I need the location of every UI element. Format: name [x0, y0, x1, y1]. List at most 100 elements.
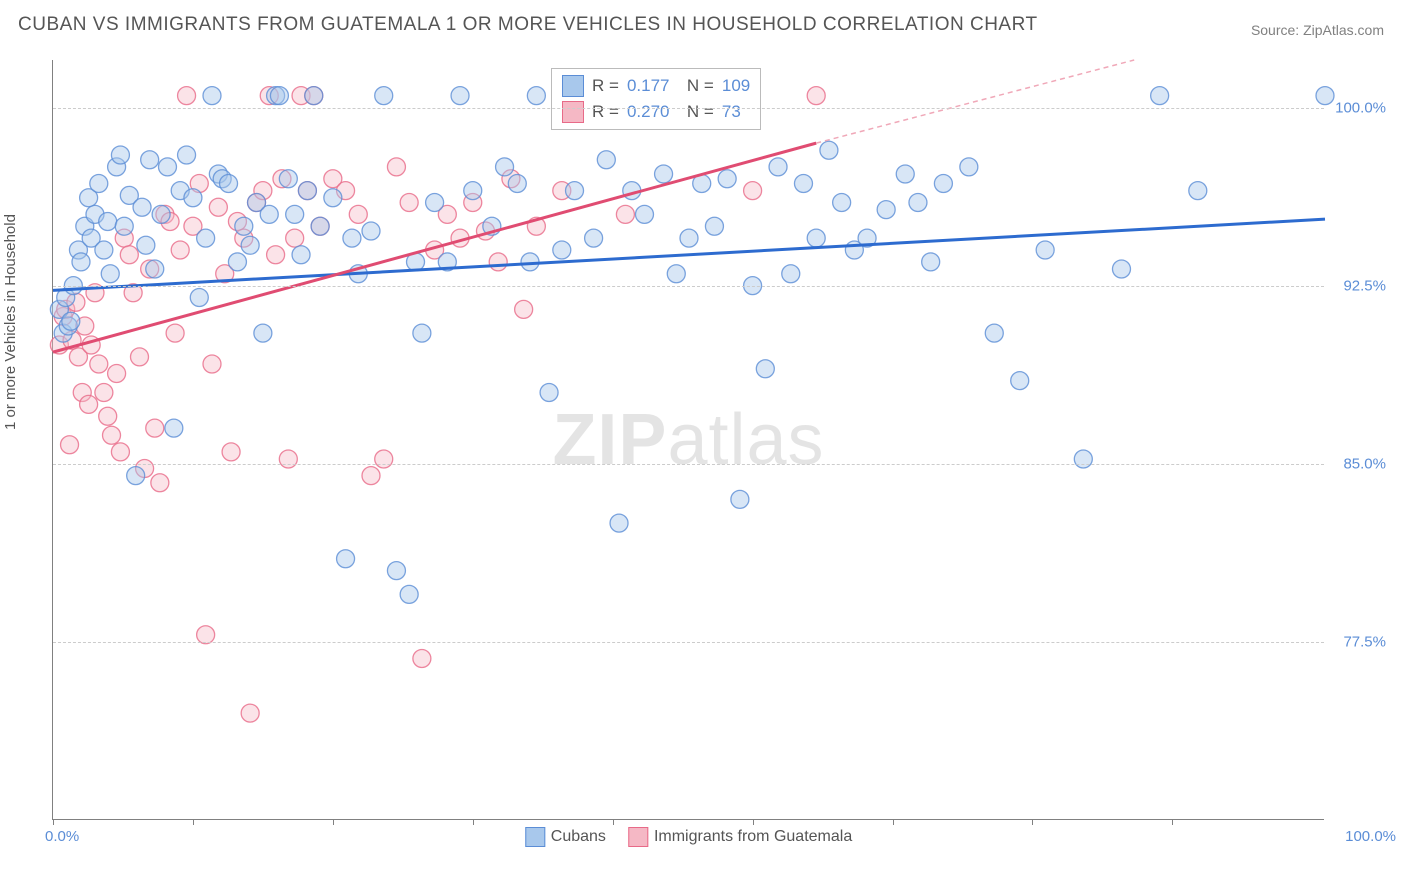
series-legend: Cubans Immigrants from Guatemala — [525, 827, 852, 847]
data-point-guatemala — [61, 436, 79, 454]
data-point-cubans — [190, 289, 208, 307]
data-point-guatemala — [203, 355, 221, 373]
data-point-cubans — [178, 146, 196, 164]
data-point-cubans — [279, 170, 297, 188]
data-point-cubans — [62, 312, 80, 330]
data-point-cubans — [90, 175, 108, 193]
data-point-cubans — [769, 158, 787, 176]
data-point-cubans — [375, 87, 393, 105]
data-point-cubans — [451, 87, 469, 105]
data-point-cubans — [540, 384, 558, 402]
data-point-guatemala — [489, 253, 507, 271]
swatch-guatemala — [562, 101, 584, 123]
data-point-cubans — [496, 158, 514, 176]
data-point-guatemala — [90, 355, 108, 373]
data-point-cubans — [426, 194, 444, 212]
scatter-plot-svg — [53, 60, 1324, 819]
swatch-cubans — [562, 75, 584, 97]
data-point-cubans — [807, 229, 825, 247]
data-point-cubans — [896, 165, 914, 183]
data-point-cubans — [1011, 372, 1029, 390]
legend-r-value-cubans: 0.177 — [627, 76, 670, 96]
data-point-cubans — [184, 189, 202, 207]
data-point-cubans — [934, 175, 952, 193]
data-point-cubans — [152, 205, 170, 223]
data-point-cubans — [464, 182, 482, 200]
data-point-guatemala — [103, 426, 121, 444]
legend-row-cubans: R = 0.177 N = 109 — [562, 73, 750, 99]
data-point-cubans — [610, 514, 628, 532]
x-tick — [473, 819, 474, 825]
data-point-cubans — [400, 585, 418, 603]
data-point-cubans — [705, 217, 723, 235]
legend-label-guatemala: Immigrants from Guatemala — [654, 828, 852, 845]
data-point-guatemala — [807, 87, 825, 105]
data-point-guatemala — [400, 194, 418, 212]
data-point-cubans — [566, 182, 584, 200]
x-tick — [613, 819, 614, 825]
data-point-cubans — [362, 222, 380, 240]
data-point-cubans — [99, 213, 117, 231]
data-point-cubans — [718, 170, 736, 188]
data-point-guatemala — [171, 241, 189, 259]
data-point-guatemala — [120, 246, 138, 264]
data-point-cubans — [292, 246, 310, 264]
legend-r-label: R = — [592, 76, 619, 96]
legend-r-label: R = — [592, 102, 619, 122]
x-tick — [893, 819, 894, 825]
data-point-guatemala — [349, 205, 367, 223]
data-point-cubans — [241, 236, 259, 254]
data-point-guatemala — [95, 384, 113, 402]
data-point-cubans — [115, 217, 133, 235]
data-point-cubans — [585, 229, 603, 247]
data-point-guatemala — [209, 198, 227, 216]
data-point-cubans — [311, 217, 329, 235]
chart-plot-area: ZIPatlas R = 0.177 N = 109 R = 0.270 N =… — [52, 60, 1324, 820]
data-point-cubans — [782, 265, 800, 283]
data-point-cubans — [228, 253, 246, 271]
data-point-cubans — [101, 265, 119, 283]
data-point-cubans — [165, 419, 183, 437]
data-point-guatemala — [151, 474, 169, 492]
gridline — [53, 642, 1324, 643]
data-point-cubans — [158, 158, 176, 176]
data-point-guatemala — [222, 443, 240, 461]
data-point-guatemala — [241, 704, 259, 722]
data-point-cubans — [197, 229, 215, 247]
data-point-cubans — [111, 146, 129, 164]
legend-n-value-guatemala: 73 — [722, 102, 741, 122]
legend-item-guatemala: Immigrants from Guatemala — [628, 827, 852, 847]
data-point-guatemala — [375, 450, 393, 468]
data-point-cubans — [220, 175, 238, 193]
data-point-cubans — [960, 158, 978, 176]
x-tick — [53, 819, 54, 825]
data-point-cubans — [387, 562, 405, 580]
gridline — [53, 286, 1324, 287]
data-point-guatemala — [166, 324, 184, 342]
data-point-guatemala — [130, 348, 148, 366]
data-point-cubans — [877, 201, 895, 219]
legend-row-guatemala: R = 0.270 N = 73 — [562, 99, 750, 125]
data-point-cubans — [337, 550, 355, 568]
data-point-cubans — [260, 205, 278, 223]
x-axis-min-label: 0.0% — [45, 828, 79, 845]
data-point-cubans — [1074, 450, 1092, 468]
data-point-cubans — [756, 360, 774, 378]
data-point-cubans — [1151, 87, 1169, 105]
data-point-cubans — [133, 198, 151, 216]
x-tick — [1172, 819, 1173, 825]
legend-n-label: N = — [677, 102, 713, 122]
data-point-cubans — [635, 205, 653, 223]
y-tick-label: 85.0% — [1343, 455, 1386, 472]
x-tick — [1032, 819, 1033, 825]
data-point-guatemala — [99, 407, 117, 425]
data-point-guatemala — [108, 365, 126, 383]
data-point-cubans — [72, 253, 90, 271]
data-point-cubans — [508, 175, 526, 193]
chart-title: CUBAN VS IMMIGRANTS FROM GUATEMALA 1 OR … — [18, 14, 1038, 36]
data-point-cubans — [270, 87, 288, 105]
data-point-cubans — [667, 265, 685, 283]
correlation-legend: R = 0.177 N = 109 R = 0.270 N = 73 — [551, 68, 761, 130]
data-point-cubans — [833, 194, 851, 212]
data-point-cubans — [343, 229, 361, 247]
